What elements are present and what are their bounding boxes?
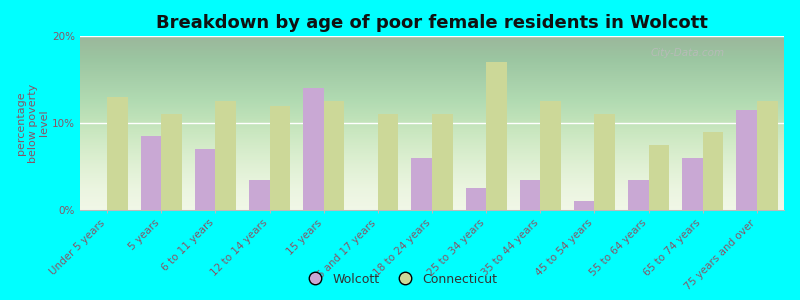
Bar	[574, 201, 594, 210]
Bar	[107, 97, 128, 210]
Bar	[162, 114, 182, 210]
Bar	[270, 106, 290, 210]
Bar	[520, 179, 540, 210]
Bar	[628, 179, 649, 210]
Bar	[303, 88, 324, 210]
Bar	[195, 149, 215, 210]
Bar	[324, 101, 344, 210]
Bar	[594, 114, 615, 210]
Bar	[736, 110, 757, 210]
Y-axis label: percentage
below poverty
level: percentage below poverty level	[16, 83, 50, 163]
Bar	[215, 101, 236, 210]
Bar	[649, 145, 669, 210]
Text: City-Data.com: City-Data.com	[650, 48, 724, 58]
Bar	[378, 114, 398, 210]
Bar	[249, 179, 270, 210]
Bar	[466, 188, 486, 210]
Bar	[411, 158, 432, 210]
Bar	[702, 132, 723, 210]
Bar	[540, 101, 561, 210]
Legend: Wolcott, Connecticut: Wolcott, Connecticut	[298, 268, 502, 291]
Bar	[141, 136, 162, 210]
Bar	[682, 158, 702, 210]
Title: Breakdown by age of poor female residents in Wolcott: Breakdown by age of poor female resident…	[156, 14, 708, 32]
Bar	[432, 114, 453, 210]
Bar	[757, 101, 778, 210]
Bar	[486, 62, 506, 210]
